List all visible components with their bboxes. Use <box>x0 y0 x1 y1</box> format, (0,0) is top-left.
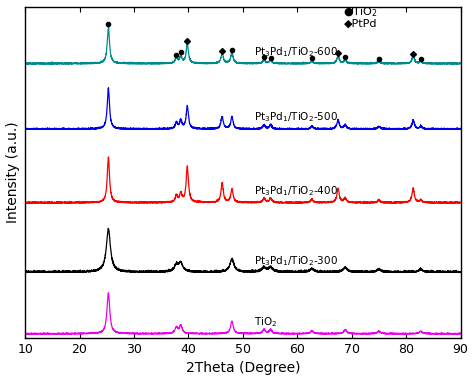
Text: Pt$_3$Pd$_1$/TiO$_2$-600: Pt$_3$Pd$_1$/TiO$_2$-600 <box>254 45 337 59</box>
Text: ◆PtPd: ◆PtPd <box>344 19 377 29</box>
Text: Pt$_3$Pd$_1$/TiO$_2$-400: Pt$_3$Pd$_1$/TiO$_2$-400 <box>254 184 337 198</box>
Text: TiO$_2$: TiO$_2$ <box>254 315 277 329</box>
X-axis label: 2Theta (Degree): 2Theta (Degree) <box>185 362 300 375</box>
Y-axis label: Intensity (a.u.): Intensity (a.u.) <box>6 122 19 223</box>
Text: Pt$_3$Pd$_1$/TiO$_2$-300: Pt$_3$Pd$_1$/TiO$_2$-300 <box>254 254 337 268</box>
Text: Pt$_3$Pd$_1$/TiO$_2$-500: Pt$_3$Pd$_1$/TiO$_2$-500 <box>254 110 337 125</box>
Text: ●TiO$_2$: ●TiO$_2$ <box>344 5 378 19</box>
